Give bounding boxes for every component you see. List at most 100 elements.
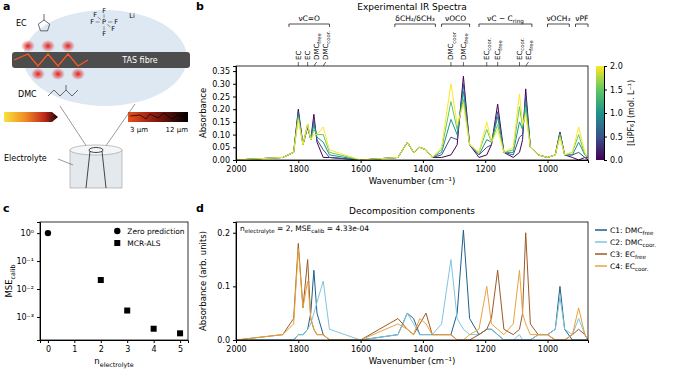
- atom: F: [111, 25, 115, 33]
- tick-mark: [233, 340, 236, 341]
- axis-line: [233, 67, 237, 161]
- axis-line: [37, 223, 41, 341]
- panel: c01234510⁻³10⁻²10⁻¹10⁰nelectrolyteMSEcal…: [3, 202, 189, 369]
- tick: 1200: [476, 340, 496, 354]
- plot-marks: [45, 230, 183, 336]
- tick-mark: [233, 71, 236, 72]
- legend: C1: DMCfreeC2: DMCcoor.C3: ECfreeC4: ECc…: [595, 226, 656, 272]
- tick: 0.2: [217, 229, 236, 238]
- tick-mark: [233, 160, 236, 161]
- legend-swatch: [114, 228, 120, 234]
- legend-swatch: [595, 253, 607, 255]
- tick-label: 0.0: [610, 156, 623, 165]
- panel: d2000180016001400120010000.00.10.2Wavenu…: [196, 202, 656, 366]
- bond: [96, 22, 100, 23]
- tick-label: 10⁻²: [16, 285, 34, 294]
- panel: aTAS fibreECFFFFFFPLiDMC3 µm12 µmElectro…: [3, 0, 190, 188]
- text-segment: C2: DMC: [610, 238, 642, 247]
- tick-mark: [423, 160, 424, 163]
- spectrum-line: [236, 84, 588, 160]
- tick-label: 1800: [289, 165, 309, 174]
- point: [177, 330, 183, 336]
- plot-marks: [236, 76, 588, 160]
- band-label: δCH₂/δCH₃: [395, 14, 434, 23]
- tick-mark: [604, 160, 607, 161]
- text-segment: = 2, MSE: [275, 224, 312, 233]
- subscript: coor.: [486, 38, 492, 51]
- tick: 10⁻³: [16, 313, 40, 322]
- tick-mark: [37, 261, 40, 262]
- spectrum-icon: [130, 113, 186, 119]
- text-segment: νC − C: [487, 14, 513, 23]
- tick-mark: [233, 135, 236, 136]
- tick-label: 2000: [226, 345, 246, 354]
- tick-label: 0.05: [212, 143, 230, 152]
- tick-label: 1400: [413, 345, 433, 354]
- tick-mark: [74, 340, 75, 343]
- tick-mark: [361, 160, 362, 163]
- tick-mark: [604, 90, 607, 91]
- tick-label: 1200: [476, 165, 496, 174]
- tick-label: 0.1: [217, 282, 230, 291]
- legend-label: MCR-ALS: [127, 239, 160, 248]
- text-segment: = 4.33e-04: [324, 224, 369, 233]
- tick-label: 2.0: [610, 62, 623, 71]
- subscript: coor.: [325, 31, 331, 44]
- tick: 1800: [289, 160, 309, 174]
- atom: Li: [129, 12, 135, 20]
- x-axis-title: Wavenumber (cm⁻¹): [369, 356, 456, 366]
- axis: 012345: [41, 340, 189, 354]
- tick-label: 1000: [538, 345, 558, 354]
- tick-mark: [233, 109, 236, 110]
- peak-leader: [307, 62, 308, 66]
- tick-label: 1.5: [610, 86, 623, 95]
- tick: 5: [178, 340, 183, 354]
- molecule-icon: [38, 20, 49, 31]
- tick-label: 0.5: [610, 133, 623, 142]
- peak-leader: [323, 62, 325, 66]
- tick: 1000: [538, 340, 558, 354]
- spectrum-line: [236, 249, 588, 340]
- wavelength-label: 12 µm: [166, 126, 189, 134]
- molecule-icon: [44, 14, 45, 20]
- legend-label: C3: ECfree: [610, 250, 647, 260]
- tick: 0: [46, 340, 51, 354]
- spectrum-line: [236, 99, 588, 160]
- bond: [98, 17, 101, 19]
- axis: 2000 1800 1600 1400 1200 1000: [226, 340, 588, 354]
- tick-mark: [233, 84, 236, 85]
- tick-mark: [127, 340, 128, 343]
- spectrum-line: [236, 260, 588, 340]
- tick-label: 1600: [351, 345, 371, 354]
- atom: F: [90, 18, 94, 26]
- zoom-line: [60, 106, 89, 150]
- peak-leader: [298, 62, 299, 66]
- band-bracket: [442, 24, 470, 27]
- tick-mark: [180, 340, 181, 343]
- tick: 0.05: [212, 143, 236, 152]
- tick-mark: [48, 340, 49, 343]
- tick-mark: [604, 66, 607, 67]
- plot-frame: [236, 66, 588, 160]
- plot-frame: [40, 222, 188, 340]
- tick-label: 5: [178, 345, 183, 354]
- band-label: νC − Cring: [487, 14, 524, 25]
- axis: 200018001600140012001000: [226, 160, 588, 174]
- axis-line: [233, 223, 237, 341]
- axis: 10⁻³10⁻²10⁻¹10⁰: [16, 223, 40, 341]
- tick-label: 4: [152, 345, 157, 354]
- title: Experimental IR Spectra: [357, 2, 466, 12]
- peak-label: ECfree: [494, 40, 503, 60]
- molecule-icon: [48, 90, 78, 96]
- tick: 1000: [538, 160, 558, 174]
- subscript: free: [497, 40, 503, 50]
- subscript: calib: [311, 228, 325, 234]
- light-path: [14, 54, 88, 66]
- tick-label: 1.0: [610, 109, 623, 118]
- peak-leader: [519, 62, 520, 66]
- tick-label: 10⁰: [21, 229, 34, 238]
- title: Decomposition components: [349, 206, 475, 216]
- band-bracket: [395, 24, 435, 27]
- tick-label: 1800: [289, 345, 309, 354]
- tick: 0.0: [217, 336, 236, 345]
